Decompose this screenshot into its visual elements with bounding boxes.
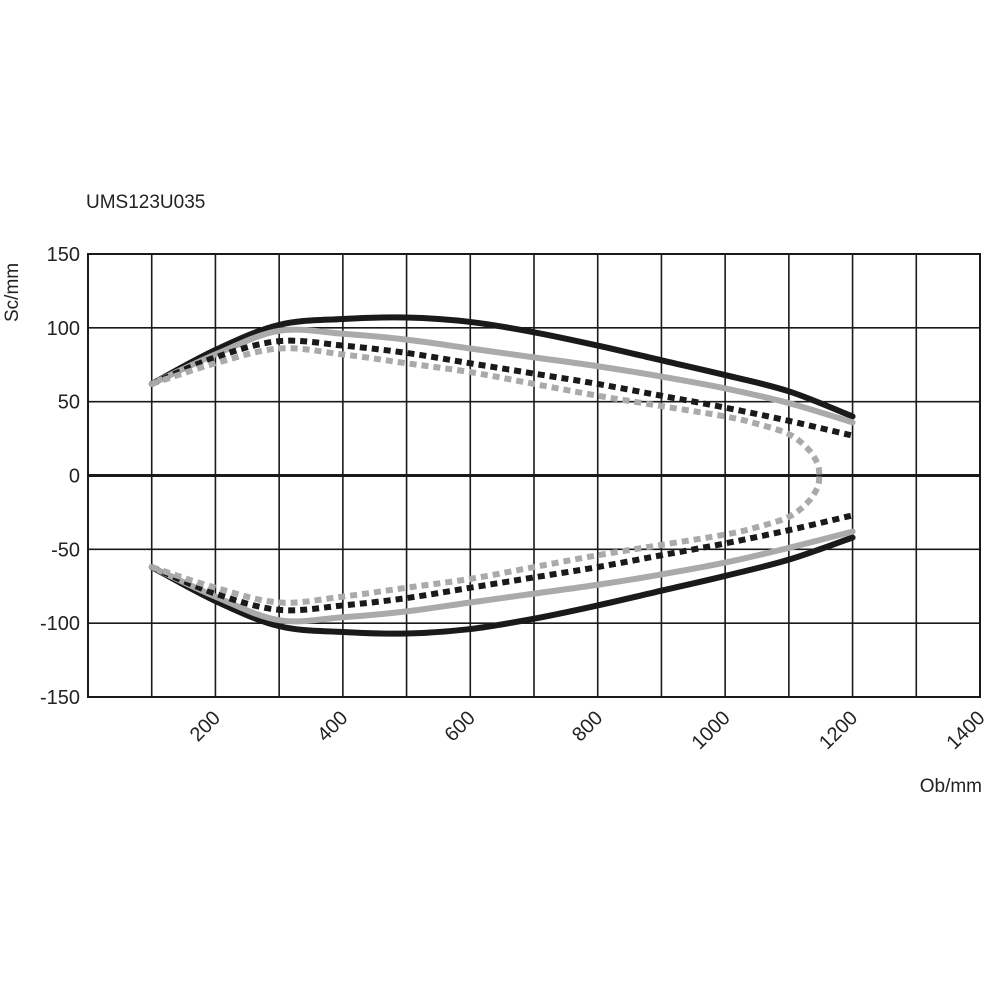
data-curves (148, 314, 856, 637)
plot-frame (87, 253, 981, 698)
x-tick-label-1000: 1000 (688, 707, 735, 754)
series-1-upper-curve (148, 314, 856, 420)
series-3-upper-curve (150, 337, 854, 439)
plot-border (87, 253, 981, 698)
y-tick-label-150: 150 (47, 244, 80, 266)
y-tick-labels: 150 100 50 0 -50 -100 -150 (40, 244, 80, 709)
y-tick-label-100: 100 (47, 318, 80, 340)
series-4-upper-curve (150, 345, 823, 476)
y-tick-label--100: -100 (40, 613, 80, 635)
chart-title: UMS123U035 (86, 192, 206, 213)
series-4-lower-curve (150, 475, 823, 606)
x-tick-label-800: 800 (568, 707, 607, 746)
y-tick-label-0: 0 (69, 466, 80, 488)
x-tick-label-600: 600 (441, 707, 480, 746)
x-axis-label: Ob/mm (919, 776, 982, 797)
x-tick-label-200: 200 (186, 707, 225, 746)
y-tick-label-50: 50 (58, 392, 80, 414)
series-2-upper-curve (148, 326, 856, 426)
x-tick-label-1200: 1200 (815, 707, 862, 754)
x-tick-label-400: 400 (313, 707, 352, 746)
x-tick-label-1400: 1400 (943, 707, 990, 754)
series-2-lower-curve (148, 528, 856, 625)
series-1-lower-curve (148, 534, 856, 637)
series-3-lower-curve (150, 512, 854, 614)
y-tick-label--150: -150 (40, 687, 80, 709)
y-tick-label--50: -50 (51, 539, 80, 561)
x-tick-labels: 200 400 600 800 1000 1200 1400 (186, 707, 990, 754)
